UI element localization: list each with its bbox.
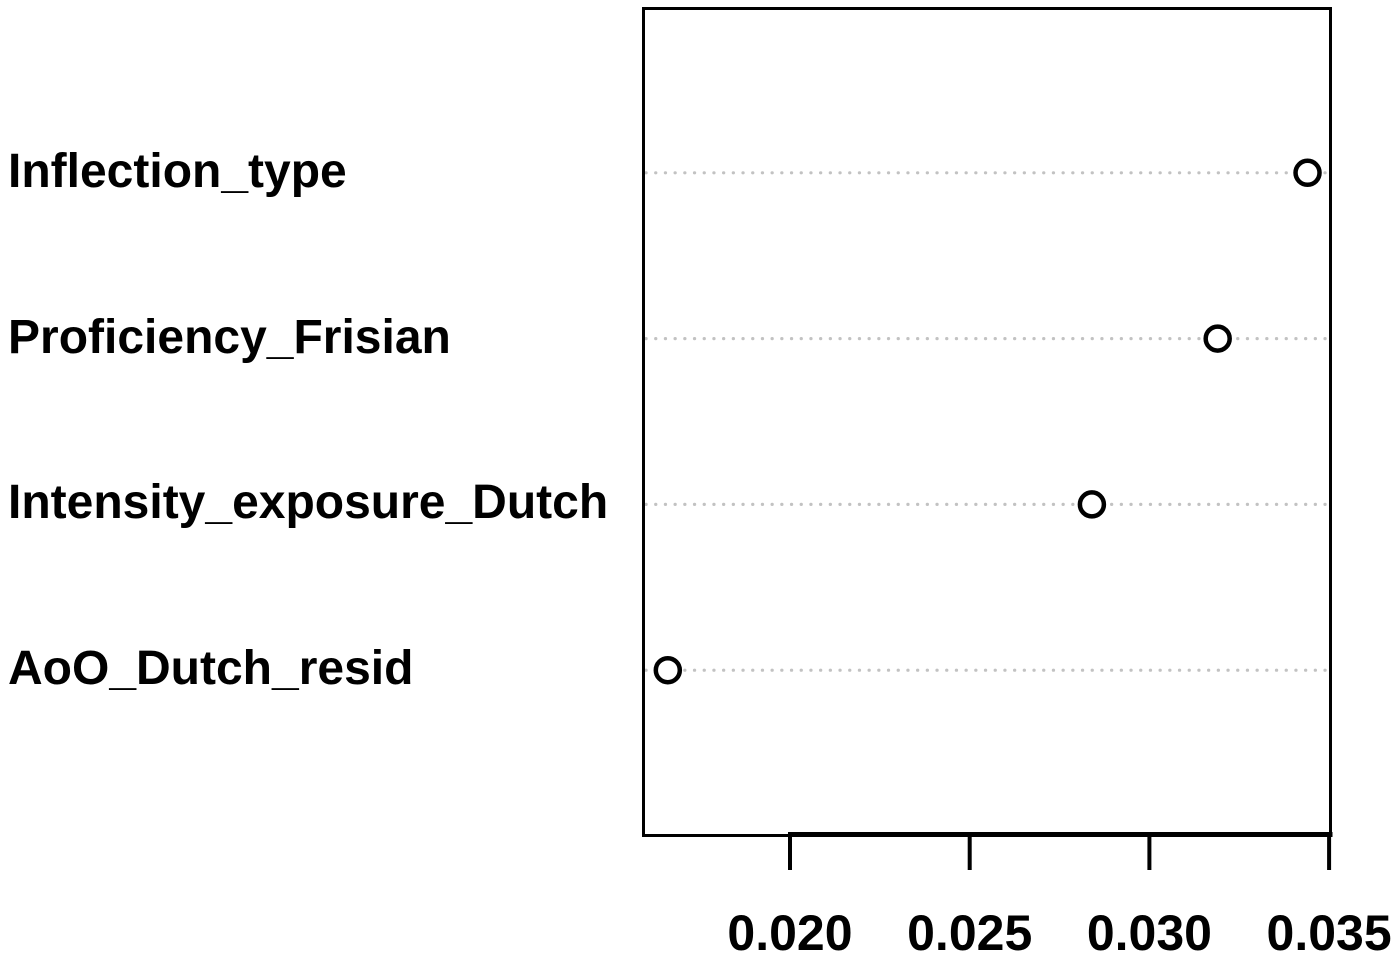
category-label-proficiency-frisian: Proficiency_Frisian [8, 310, 451, 364]
category-label-intensity-exposure-dutch: Intensity_exposure_Dutch [8, 476, 609, 530]
x-tick-label-0030: 0.030 [1086, 905, 1212, 961]
category-label-inflection-type: Inflection_type [8, 144, 347, 198]
x-tick-label-0035: 0.035 [1266, 905, 1392, 961]
plot-box-border [642, 7, 1332, 837]
x-tick-label-0020: 0.020 [727, 905, 853, 961]
x-tick-label-0025: 0.025 [907, 905, 1033, 961]
data-point [1077, 490, 1107, 519]
data-point [1293, 158, 1322, 188]
category-label-aoo-dutch-resid: AoO_Dutch_resid [8, 642, 414, 696]
data-point [653, 655, 683, 685]
data-point [1203, 324, 1232, 353]
